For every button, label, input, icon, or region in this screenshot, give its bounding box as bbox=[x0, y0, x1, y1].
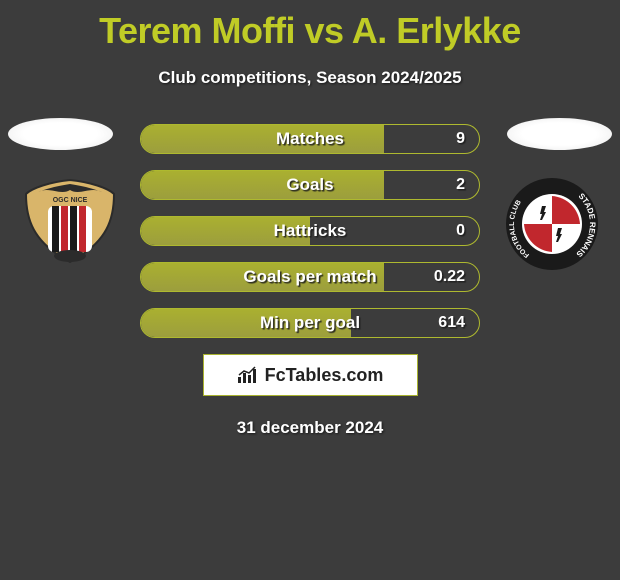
page-title: Terem Moffi vs A. Erlykke bbox=[0, 0, 620, 52]
club-badge-right: STADE RENNAIS FOOTBALL CLUB bbox=[504, 176, 600, 272]
rennes-badge-icon: STADE RENNAIS FOOTBALL CLUB bbox=[504, 176, 600, 272]
chart-icon bbox=[237, 366, 259, 384]
stat-row: Goals2 bbox=[140, 170, 480, 200]
stat-row: Matches9 bbox=[140, 124, 480, 154]
stat-row: Goals per match0.22 bbox=[140, 262, 480, 292]
stat-value-right: 614 bbox=[438, 309, 465, 337]
branding-box: FcTables.com bbox=[203, 354, 418, 396]
svg-text:OGC NICE: OGC NICE bbox=[53, 197, 88, 204]
stat-label: Goals per match bbox=[141, 263, 479, 291]
stat-value-right: 2 bbox=[456, 171, 465, 199]
branding-text: FcTables.com bbox=[265, 365, 384, 386]
stats-list: Matches9Goals2Hattricks0Goals per match0… bbox=[140, 124, 480, 338]
comparison-area: OGC NICE STADE RENNAIS FOOTBALL CLUB bbox=[0, 124, 620, 438]
stat-label: Matches bbox=[141, 125, 479, 153]
stat-label: Hattricks bbox=[141, 217, 479, 245]
stat-value-right: 0.22 bbox=[434, 263, 465, 291]
player-left-photo bbox=[8, 118, 113, 150]
subtitle: Club competitions, Season 2024/2025 bbox=[0, 68, 620, 88]
date-text: 31 december 2024 bbox=[0, 418, 620, 438]
stat-label: Goals bbox=[141, 171, 479, 199]
stat-label: Min per goal bbox=[141, 309, 479, 337]
stat-row: Hattricks0 bbox=[140, 216, 480, 246]
nice-badge-icon: OGC NICE bbox=[20, 176, 120, 266]
club-badge-left: OGC NICE bbox=[20, 176, 120, 266]
stat-row: Min per goal614 bbox=[140, 308, 480, 338]
player-right-photo bbox=[507, 118, 612, 150]
stat-value-right: 9 bbox=[456, 125, 465, 153]
stat-value-right: 0 bbox=[456, 217, 465, 245]
